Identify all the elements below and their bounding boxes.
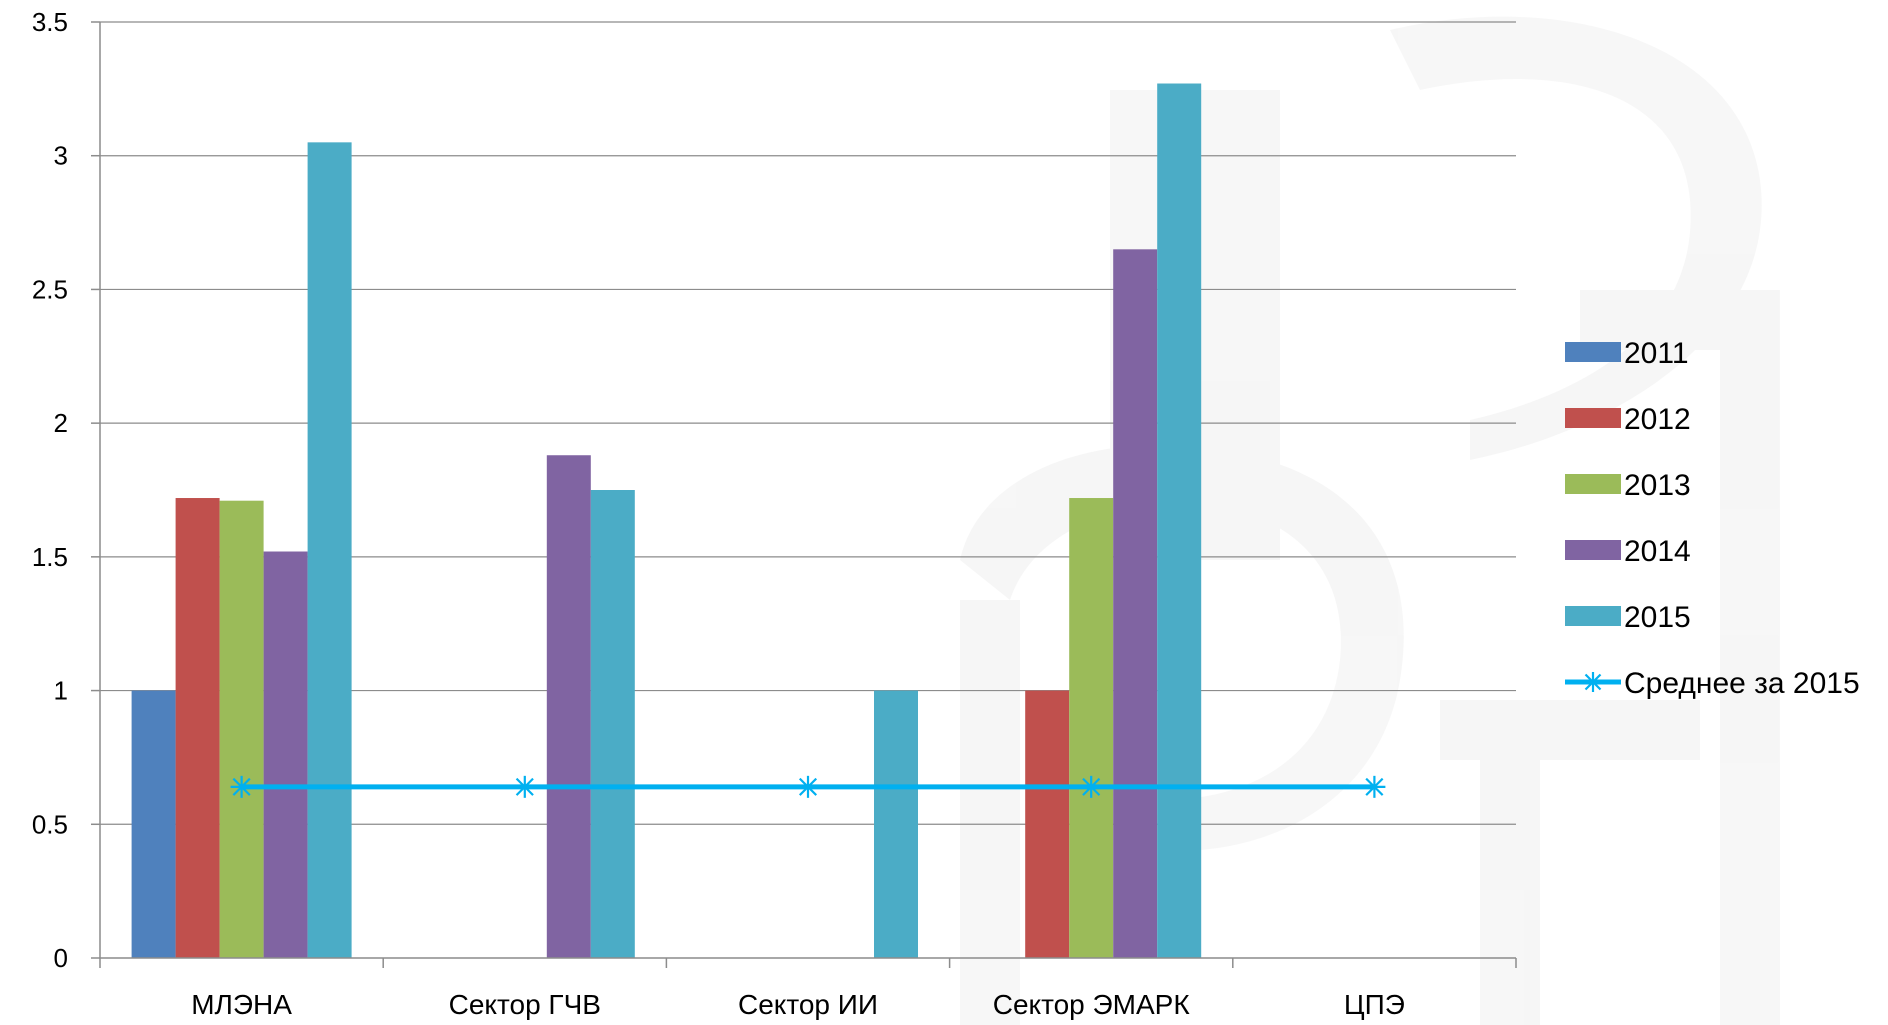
x-category-label: Сектор ИИ bbox=[738, 989, 878, 1020]
legend-label: 2012 bbox=[1624, 403, 1691, 436]
bar-2014-3 bbox=[1113, 249, 1158, 959]
average-line-marker bbox=[513, 775, 536, 798]
bar-2012-0 bbox=[175, 498, 220, 958]
bar-2015-3 bbox=[1157, 83, 1202, 959]
y-tick-label: 2.5 bbox=[32, 274, 68, 304]
x-category-label: Сектор ГЧВ bbox=[449, 989, 601, 1020]
average-line-marker bbox=[797, 775, 819, 798]
y-tick-label: 0 bbox=[54, 943, 68, 973]
legend-swatch-2014 bbox=[1565, 540, 1621, 560]
y-tick-label: 3 bbox=[54, 141, 68, 171]
legend-marker-average bbox=[1583, 672, 1603, 692]
y-tick-label: 1 bbox=[54, 676, 68, 706]
legend-label: 2015 bbox=[1624, 601, 1691, 634]
bar-2013-0 bbox=[219, 500, 264, 958]
average-line-marker bbox=[230, 775, 253, 798]
legend-swatch-2013 bbox=[1565, 474, 1621, 494]
legend-label: 2014 bbox=[1624, 535, 1691, 568]
x-axis-category-labels: МЛЭНА Сектор ГЧВ Сектор ИИ Сектор ЭМАРК ЦПЭ bbox=[191, 989, 1405, 1020]
bar-2012-3 bbox=[1025, 690, 1070, 958]
bar-2015-0 bbox=[307, 142, 352, 959]
x-category-label: Сектор ЭМАРК bbox=[993, 989, 1191, 1020]
legend-swatch-2012 bbox=[1565, 408, 1621, 428]
average-line-marker bbox=[1080, 775, 1103, 798]
y-tick-label: 3.5 bbox=[32, 7, 68, 37]
legend-label: 2011 bbox=[1624, 337, 1689, 370]
bar-2014-0 bbox=[263, 551, 308, 958]
y-tick-label: 0.5 bbox=[32, 809, 68, 839]
average-line-marker bbox=[1363, 775, 1386, 798]
y-axis-tick-labels: 0 0.5 1 1.5 2 2.5 3 3.5 bbox=[32, 7, 68, 973]
y-tick-label: 2 bbox=[54, 408, 68, 438]
axes bbox=[99, 22, 1517, 968]
bars bbox=[131, 83, 1202, 959]
legend: 2011 2012 2013 2014 2015 Среднее за 2015 bbox=[1565, 337, 1860, 700]
bar-2014-1 bbox=[546, 455, 591, 958]
bar-2015-1 bbox=[590, 490, 635, 958]
legend-swatch-2011 bbox=[1565, 342, 1621, 362]
bar-2011-0 bbox=[131, 690, 176, 958]
x-category-label: МЛЭНА bbox=[191, 989, 292, 1020]
legend-swatch-2015 bbox=[1565, 606, 1621, 626]
bar-2015-2 bbox=[874, 690, 918, 958]
y-tick-label: 1.5 bbox=[32, 542, 68, 572]
legend-label: 2013 bbox=[1624, 469, 1691, 502]
legend-label-average: Среднее за 2015 bbox=[1624, 667, 1860, 700]
x-category-label: ЦПЭ bbox=[1344, 989, 1405, 1020]
average-line bbox=[230, 775, 1386, 798]
bar-2013-3 bbox=[1069, 498, 1114, 958]
